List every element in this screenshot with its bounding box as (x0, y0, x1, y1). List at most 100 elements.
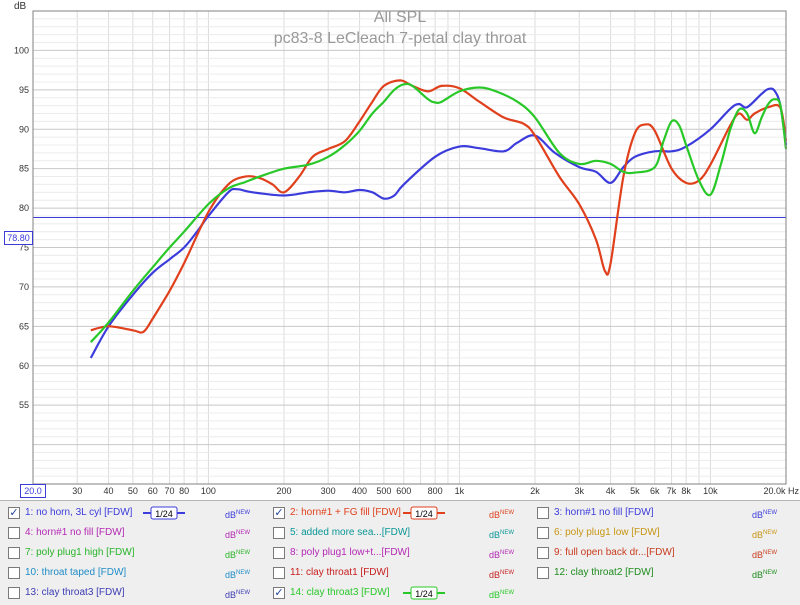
db-label: dB (489, 570, 501, 580)
db-new-sup: NEW (763, 570, 778, 576)
legend-checkbox[interactable] (537, 567, 549, 579)
y-tick-label: 55 (19, 400, 29, 410)
legend-checkbox[interactable] (537, 507, 549, 519)
smoothing-indicator[interactable]: 1/24 (403, 506, 445, 520)
legend-checkbox[interactable] (8, 547, 20, 559)
svg-text:1/24: 1/24 (415, 589, 433, 599)
x-tick-label: 2k (530, 486, 540, 496)
db-new-button[interactable]: dBNEW (225, 545, 250, 563)
plot-svg: 55 60 65 70 75 80 85 90 95 100 30 40 50 60 70 80 100 200 3… (14, 10, 799, 496)
x-tick-label: 500 (376, 486, 391, 496)
legend-item[interactable]: ✓ 14: clay throat3 [FDW] 1/24 dBNEW (273, 585, 529, 605)
legend-label: 4: horn#1 no fill [FDW] (25, 527, 125, 538)
db-new-button[interactable]: dBNEW (752, 525, 777, 543)
x-tick-label: 50 (128, 486, 138, 496)
db-new-button[interactable]: dBNEW (225, 585, 250, 603)
db-label: dB (489, 530, 501, 540)
legend-item[interactable]: 6: poly plug1 low [FDW] dBNEW (537, 525, 792, 545)
x-tick-label: 40 (104, 486, 114, 496)
legend-checkbox[interactable] (273, 567, 285, 579)
db-new-sup: NEW (236, 510, 251, 516)
legend-label: 12: clay throat2 [FDW] (554, 567, 654, 578)
y-tick-label: 90 (19, 124, 29, 134)
x-tick-label: 300 (321, 486, 336, 496)
db-new-button[interactable]: dBNEW (225, 505, 250, 523)
x-tick-label: 6k (650, 486, 660, 496)
y-tick-label: 85 (19, 164, 29, 174)
x-tick-label: 4k (606, 486, 616, 496)
db-label: dB (489, 550, 501, 560)
db-label: dB (225, 570, 237, 580)
legend-item[interactable]: 3: horn#1 no fill [FDW] dBNEW (537, 505, 792, 525)
db-new-button[interactable]: dBNEW (489, 585, 514, 603)
legend-label: 14: clay throat3 [FDW] (290, 587, 390, 598)
series-line-1 (89, 87, 788, 359)
legend-checkbox[interactable]: ✓ (273, 587, 285, 599)
legend-checkbox[interactable] (8, 567, 20, 579)
x-min-box[interactable]: 20.0 (20, 484, 46, 498)
x-tick-label: 400 (352, 486, 367, 496)
legend-checkbox[interactable] (273, 547, 285, 559)
smoothing-indicator[interactable]: 1/24 (143, 506, 185, 520)
db-label: dB (752, 570, 764, 580)
chart-subtitle: pc83-8 LeCleach 7-petal clay throat (273, 30, 527, 47)
db-new-sup: NEW (236, 530, 251, 536)
db-label: dB (225, 530, 237, 540)
legend-item[interactable]: 13: clay throat3 [FDW] dBNEW (8, 585, 265, 605)
legend-item[interactable]: ✓ 2: horn#1 + FG fill [FDW] 1/24 dBNEW (273, 505, 529, 525)
db-new-button[interactable]: dBNEW (489, 565, 514, 583)
db-new-sup: NEW (236, 590, 251, 596)
legend-item[interactable]: 5: added more sea...[FDW] dBNEW (273, 525, 529, 545)
legend-item[interactable]: 11: clay throat1 [FDW] dBNEW (273, 565, 529, 585)
db-label: dB (752, 550, 764, 560)
db-new-button[interactable]: dBNEW (752, 565, 777, 583)
legend-item[interactable]: 12: clay throat2 [FDW] dBNEW (537, 565, 792, 585)
x-tick-label: 100 (201, 486, 216, 496)
smoothing-indicator[interactable]: 1/24 (403, 586, 445, 600)
legend-checkbox[interactable] (8, 587, 20, 599)
db-label: dB (489, 510, 501, 520)
db-label: dB (225, 590, 237, 600)
db-label: dB (489, 590, 501, 600)
legend-checkbox[interactable] (8, 527, 20, 539)
cursor-value-box[interactable]: 78.80 (4, 231, 33, 245)
legend-checkbox[interactable] (537, 547, 549, 559)
db-new-button[interactable]: dBNEW (752, 505, 777, 523)
db-new-button[interactable]: dBNEW (489, 505, 514, 523)
x-tick-label: 80 (179, 486, 189, 496)
legend-label: 6: poly plug1 low [FDW] (554, 527, 660, 538)
db-new-sup: NEW (763, 550, 778, 556)
db-new-sup: NEW (500, 570, 515, 576)
x-tick-label: 10k (703, 486, 718, 496)
legend-label: 10: throat taped [FDW] (25, 567, 127, 578)
legend-item[interactable]: 7: poly plug1 high [FDW] dBNEW (8, 545, 265, 565)
x-tick-label: 200 (276, 486, 291, 496)
legend-checkbox[interactable]: ✓ (8, 507, 20, 519)
y-tick-label: 70 (19, 282, 29, 292)
db-new-button[interactable]: dBNEW (489, 525, 514, 543)
legend-item[interactable]: 4: horn#1 no fill [FDW] dBNEW (8, 525, 265, 545)
db-new-button[interactable]: dBNEW (752, 545, 777, 563)
legend-item[interactable]: 8: poly plug1 low+t...[FDW] dBNEW (273, 545, 529, 565)
legend-label: 8: poly plug1 low+t...[FDW] (290, 547, 410, 558)
y-tick-label: 95 (19, 85, 29, 95)
legend-item[interactable]: 10: throat taped [FDW] dBNEW (8, 565, 265, 585)
db-new-sup: NEW (500, 590, 515, 596)
legend-item[interactable]: ✓ 1: no horn, 3L cyl [FDW] 1/24 dBNEW (8, 505, 265, 525)
db-new-button[interactable]: dBNEW (225, 525, 250, 543)
db-new-button[interactable]: dBNEW (225, 565, 250, 583)
legend-label: 7: poly plug1 high [FDW] (25, 547, 135, 558)
svg-text:1/24: 1/24 (415, 509, 433, 519)
chart-title: All SPL (373, 9, 427, 26)
legend-label: 5: added more sea...[FDW] (290, 527, 411, 538)
legend-checkbox[interactable] (537, 527, 549, 539)
legend-label: 13: clay throat3 [FDW] (25, 587, 125, 598)
x-tick-label: 5k (630, 486, 640, 496)
x-tick-label: 8k (681, 486, 691, 496)
series-line-3 (89, 82, 788, 343)
db-new-button[interactable]: dBNEW (489, 545, 514, 563)
legend-item[interactable]: 9: full open back dr...[FDW] dBNEW (537, 545, 792, 565)
legend-checkbox[interactable]: ✓ (273, 507, 285, 519)
db-label: dB (225, 550, 237, 560)
legend-checkbox[interactable] (273, 527, 285, 539)
